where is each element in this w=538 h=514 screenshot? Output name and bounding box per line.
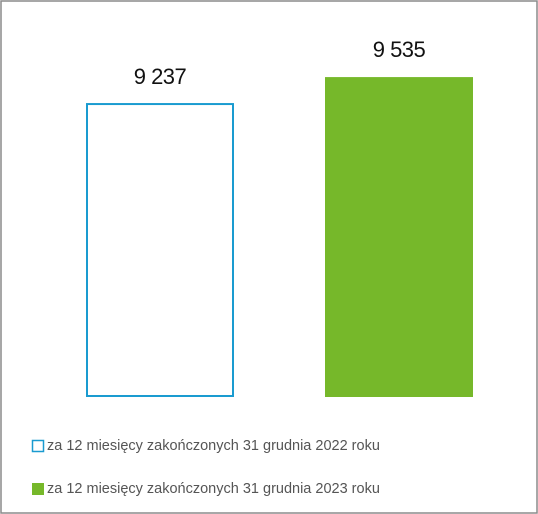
legend-label: za 12 miesięcy zakończonych 31 grudnia 2… — [47, 438, 380, 454]
legend-marker — [31, 439, 45, 453]
value-label: 9 237 — [134, 64, 187, 89]
legend-label: za 12 miesięcy zakończonych 31 grudnia 2… — [47, 481, 380, 497]
bar — [86, 103, 234, 397]
bar — [325, 77, 473, 398]
value-label: 9 535 — [373, 37, 426, 62]
legend-marker — [32, 483, 44, 495]
